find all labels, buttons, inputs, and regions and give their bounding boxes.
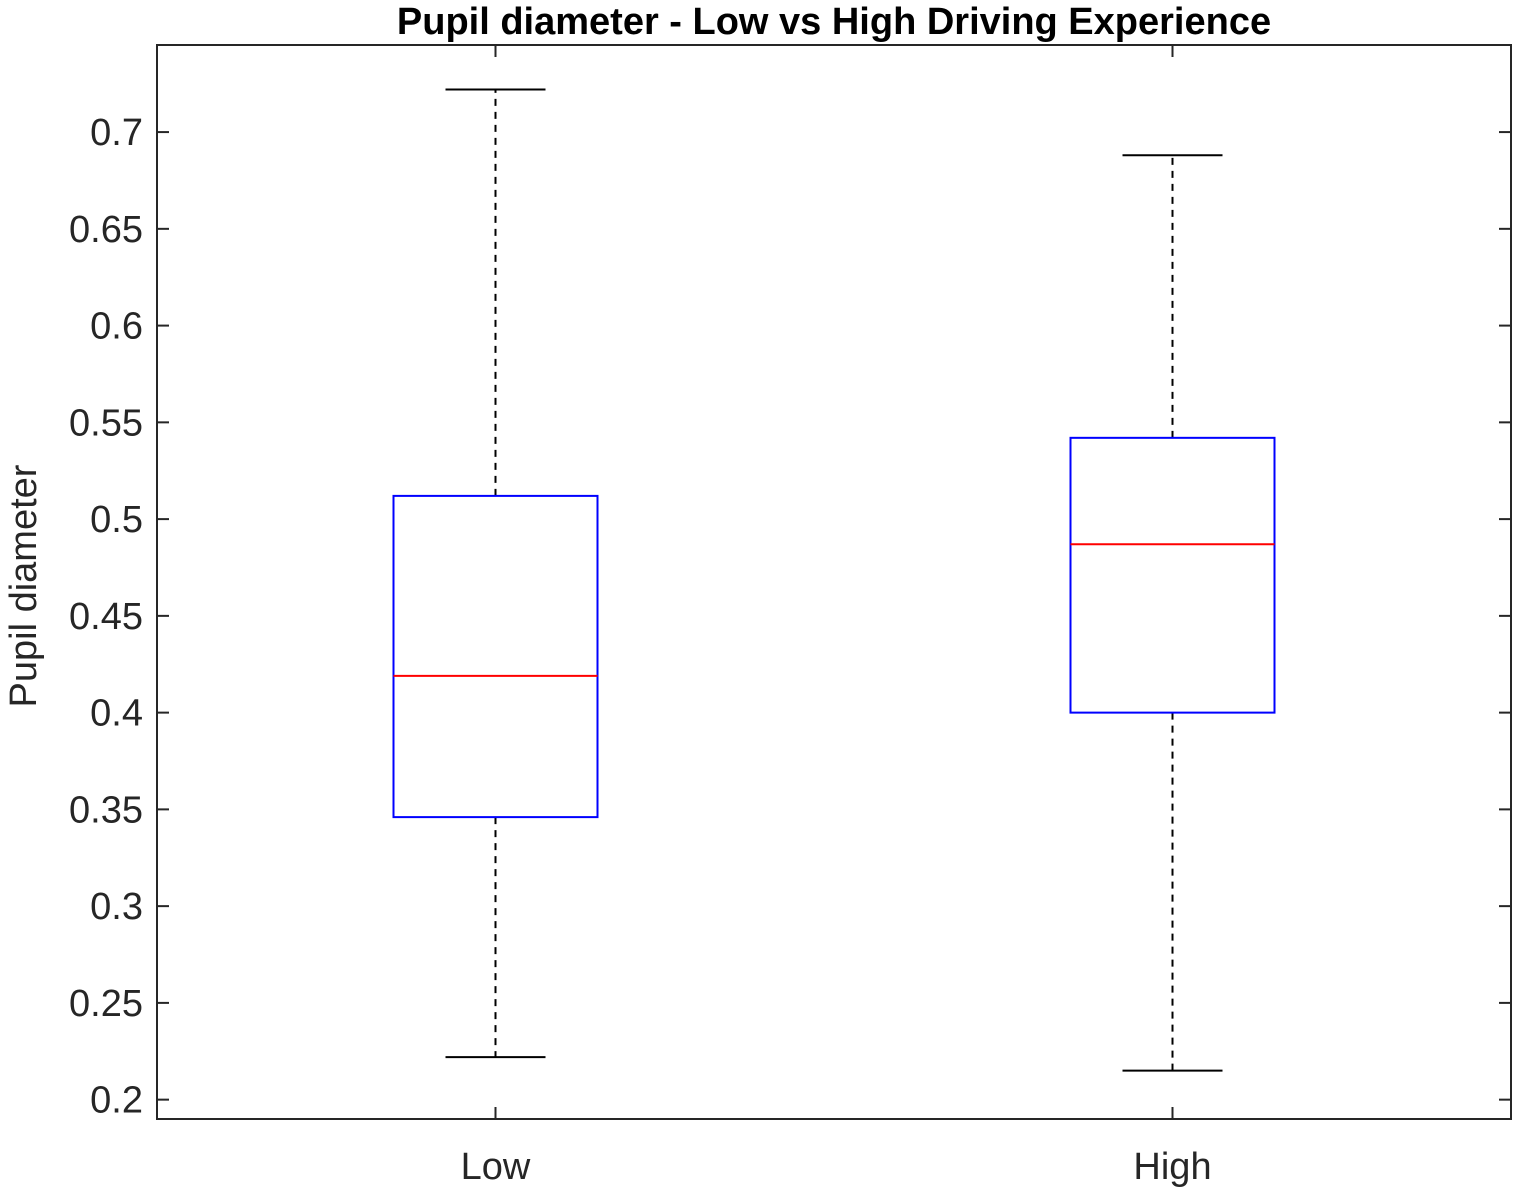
y-tick-label: 0.65 bbox=[69, 209, 143, 251]
chart-title: Pupil diameter - Low vs High Driving Exp… bbox=[397, 1, 1271, 43]
y-tick-label: 0.3 bbox=[90, 886, 143, 928]
y-tick-label: 0.4 bbox=[90, 693, 143, 735]
plot-area: 0.2 0.25 0.3 0.35 0.4 0.45 0.5 0.55 0.6 0.65 0.7 Lo… bbox=[69, 44, 1512, 1188]
axes-frame bbox=[156, 44, 1512, 1120]
y-tick-label: 0.45 bbox=[69, 596, 143, 638]
x-tick-label: High bbox=[1133, 1146, 1211, 1188]
x-tick-label: Low bbox=[461, 1146, 531, 1188]
y-axis-label: Pupil diameter bbox=[3, 464, 45, 707]
y-tick-label: 0.35 bbox=[69, 789, 143, 831]
y-tick-label: 0.2 bbox=[90, 1080, 143, 1122]
y-tick-label: 0.7 bbox=[90, 112, 143, 154]
y-tick-label: 0.5 bbox=[90, 499, 143, 541]
y-tick-label: 0.25 bbox=[69, 983, 143, 1025]
y-tick-label: 0.55 bbox=[69, 402, 143, 444]
box-low bbox=[392, 494, 599, 819]
box-high bbox=[1069, 436, 1276, 714]
y-tick-label: 0.6 bbox=[90, 306, 143, 348]
